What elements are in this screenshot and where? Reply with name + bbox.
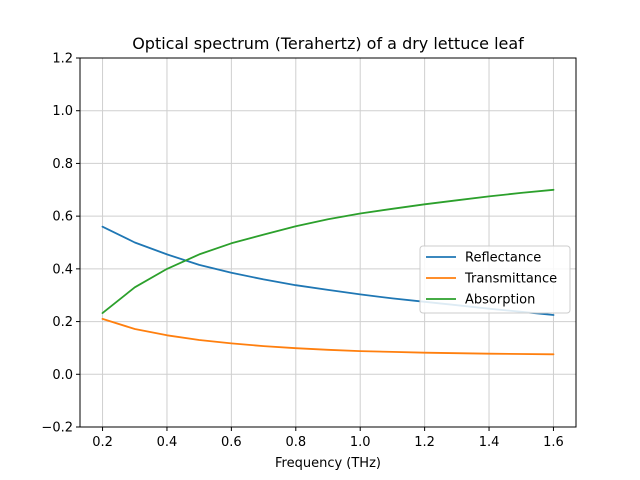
x-axis-label: Frequency (THz) bbox=[275, 456, 381, 471]
chart-title: Optical spectrum (Terahertz) of a dry le… bbox=[132, 34, 524, 53]
y-tick-label: 0.0 bbox=[52, 368, 73, 383]
y-tick-label: 0.4 bbox=[52, 262, 73, 277]
y-tick-label: 0.8 bbox=[52, 157, 73, 172]
plot-frame bbox=[79, 57, 577, 428]
y-tick-label: 0.2 bbox=[52, 315, 73, 330]
y-tick-label: 1.2 bbox=[52, 52, 73, 67]
absorption-line bbox=[101, 188, 555, 315]
x-tick-label: 1.2 bbox=[414, 435, 435, 450]
grid bbox=[80, 57, 576, 428]
legend-label-absorption: Absorption bbox=[465, 293, 535, 308]
legend-label-reflectance: Reflectance bbox=[465, 251, 541, 266]
x-tick-label: 0.8 bbox=[285, 435, 306, 450]
y-tick-label: −0.2 bbox=[41, 421, 73, 436]
x-tick-label: 1.4 bbox=[479, 435, 500, 450]
x-tick-label: 1.6 bbox=[543, 435, 564, 450]
x-tick-label: 0.4 bbox=[157, 435, 178, 450]
y-tick-label: 0.6 bbox=[52, 210, 73, 225]
x-tick-label: 1.0 bbox=[350, 435, 371, 450]
x-axis-ticks: 0.2 0.4 0.6 0.8 1.0 1.2 1.4 1.6 bbox=[92, 427, 564, 450]
legend-box bbox=[419, 245, 571, 314]
x-tick-label: 0.6 bbox=[221, 435, 242, 450]
legend: Reflectance Transmittance Absorption bbox=[419, 245, 571, 314]
transmittance-line bbox=[101, 317, 555, 356]
legend-label-transmittance: Transmittance bbox=[464, 272, 557, 287]
y-axis-ticks: −0.2 0.0 0.2 0.4 0.6 0.8 1.0 1.2 bbox=[41, 52, 80, 436]
y-tick-label: 1.0 bbox=[52, 104, 73, 119]
x-tick-label: 0.2 bbox=[92, 435, 113, 450]
